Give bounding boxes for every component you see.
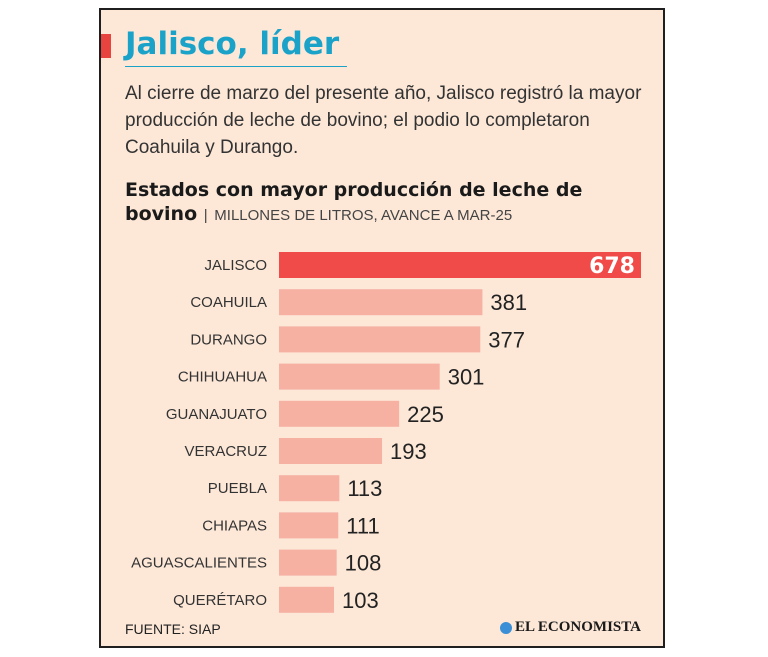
value-label-coahuila: 381 — [490, 290, 527, 315]
value-label-durango: 377 — [488, 327, 525, 352]
infographic-panel: Jalisco, líder Al cierre de marzo del pr… — [99, 8, 665, 648]
category-label-veracruz: VERACRUZ — [184, 443, 267, 460]
category-label-jalisco: JALISCO — [204, 257, 267, 274]
category-label-durango: DURANGO — [190, 331, 267, 348]
value-label-aguascalientes: 108 — [345, 551, 382, 576]
category-label-coahuila: COAHUILA — [190, 294, 267, 311]
bar-chihuahua — [279, 363, 440, 390]
bar-coahuila — [279, 289, 483, 316]
title-underline — [125, 66, 347, 67]
title-accent-bar — [101, 34, 111, 58]
chart-title-separator: | — [203, 207, 208, 224]
value-label-chihuahua: 301 — [448, 365, 485, 390]
bar-queretaro — [279, 586, 334, 613]
value-label-queretaro: 103 — [342, 588, 379, 613]
intro-text: Al cierre de marzo del presente año, Jal… — [125, 83, 642, 158]
bar-jalisco — [279, 252, 641, 278]
chart-subtitle: MILLONES DE LITROS, AVANCE A MAR-25 — [214, 207, 513, 224]
value-label-puebla: 113 — [347, 476, 382, 501]
value-label-guanajuato: 225 — [407, 402, 444, 427]
bar-chiapas — [279, 512, 339, 539]
bar-durango — [279, 326, 481, 353]
category-label-chihuahua: CHIHUAHUA — [178, 369, 267, 386]
brand-logo: EL ECONOMISTA — [500, 619, 641, 636]
bar-chart: JALISCO 678 COAHUILA 381 DURANGO 377 CHIHUAHUA… — [131, 252, 641, 613]
category-label-puebla: PUEBLA — [208, 480, 267, 497]
category-label-chiapas: CHIAPAS — [202, 517, 267, 534]
page-title: Jalisco, líder — [125, 26, 340, 62]
category-label-queretaro: QUERÉTARO — [173, 592, 267, 609]
value-label-chiapas: 111 — [346, 513, 379, 538]
source-note: FUENTE: SIAP — [125, 621, 221, 637]
globe-icon — [500, 621, 512, 634]
bar-puebla — [279, 475, 340, 502]
bar-veracruz — [279, 438, 383, 464]
chart-title-main: Estados con mayor producción de leche de… — [125, 179, 583, 225]
category-label-guanajuato: GUANAJUATO — [166, 406, 267, 423]
bar-aguascalientes — [279, 549, 337, 576]
value-label-jalisco: 678 — [589, 254, 635, 279]
bar-guanajuato — [279, 400, 400, 427]
chart-title: Estados con mayor producción de leche de… — [125, 178, 645, 228]
category-label-aguascalientes: AGUASCALIENTES — [131, 555, 267, 572]
brand-name: EL ECONOMISTA — [515, 619, 641, 635]
value-label-veracruz: 193 — [390, 439, 427, 464]
